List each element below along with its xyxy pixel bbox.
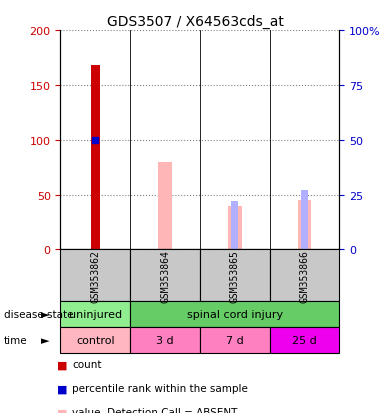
Bar (91, 66, 100, 250)
Bar (301, 191, 308, 250)
Text: disease state: disease state (4, 309, 73, 319)
Text: time: time (4, 335, 28, 345)
Text: spinal cord injury: spinal cord injury (187, 309, 283, 319)
Text: GSM353862: GSM353862 (90, 249, 100, 302)
Text: ■: ■ (57, 359, 67, 369)
Text: ■: ■ (57, 407, 67, 413)
Text: ►: ► (41, 309, 49, 319)
Bar (298, 201, 311, 250)
Text: percentile rank within the sample: percentile rank within the sample (72, 383, 248, 393)
Text: GSM353866: GSM353866 (300, 249, 309, 302)
Text: GSM353864: GSM353864 (160, 249, 170, 302)
Bar (158, 162, 172, 250)
Text: GSM353865: GSM353865 (230, 249, 240, 302)
Text: value, Detection Call = ABSENT: value, Detection Call = ABSENT (72, 407, 238, 413)
Bar (228, 206, 241, 250)
Text: 7 d: 7 d (226, 335, 244, 345)
Text: count: count (72, 359, 102, 369)
Text: uninjured: uninjured (69, 309, 122, 319)
Text: GDS3507 / X64563cds_at: GDS3507 / X64563cds_at (106, 14, 284, 28)
Text: control: control (76, 335, 115, 345)
Text: ►: ► (41, 335, 49, 345)
Text: 25 d: 25 d (292, 335, 317, 345)
Text: ■: ■ (57, 383, 67, 393)
Text: 3 d: 3 d (156, 335, 174, 345)
Bar (231, 202, 238, 250)
